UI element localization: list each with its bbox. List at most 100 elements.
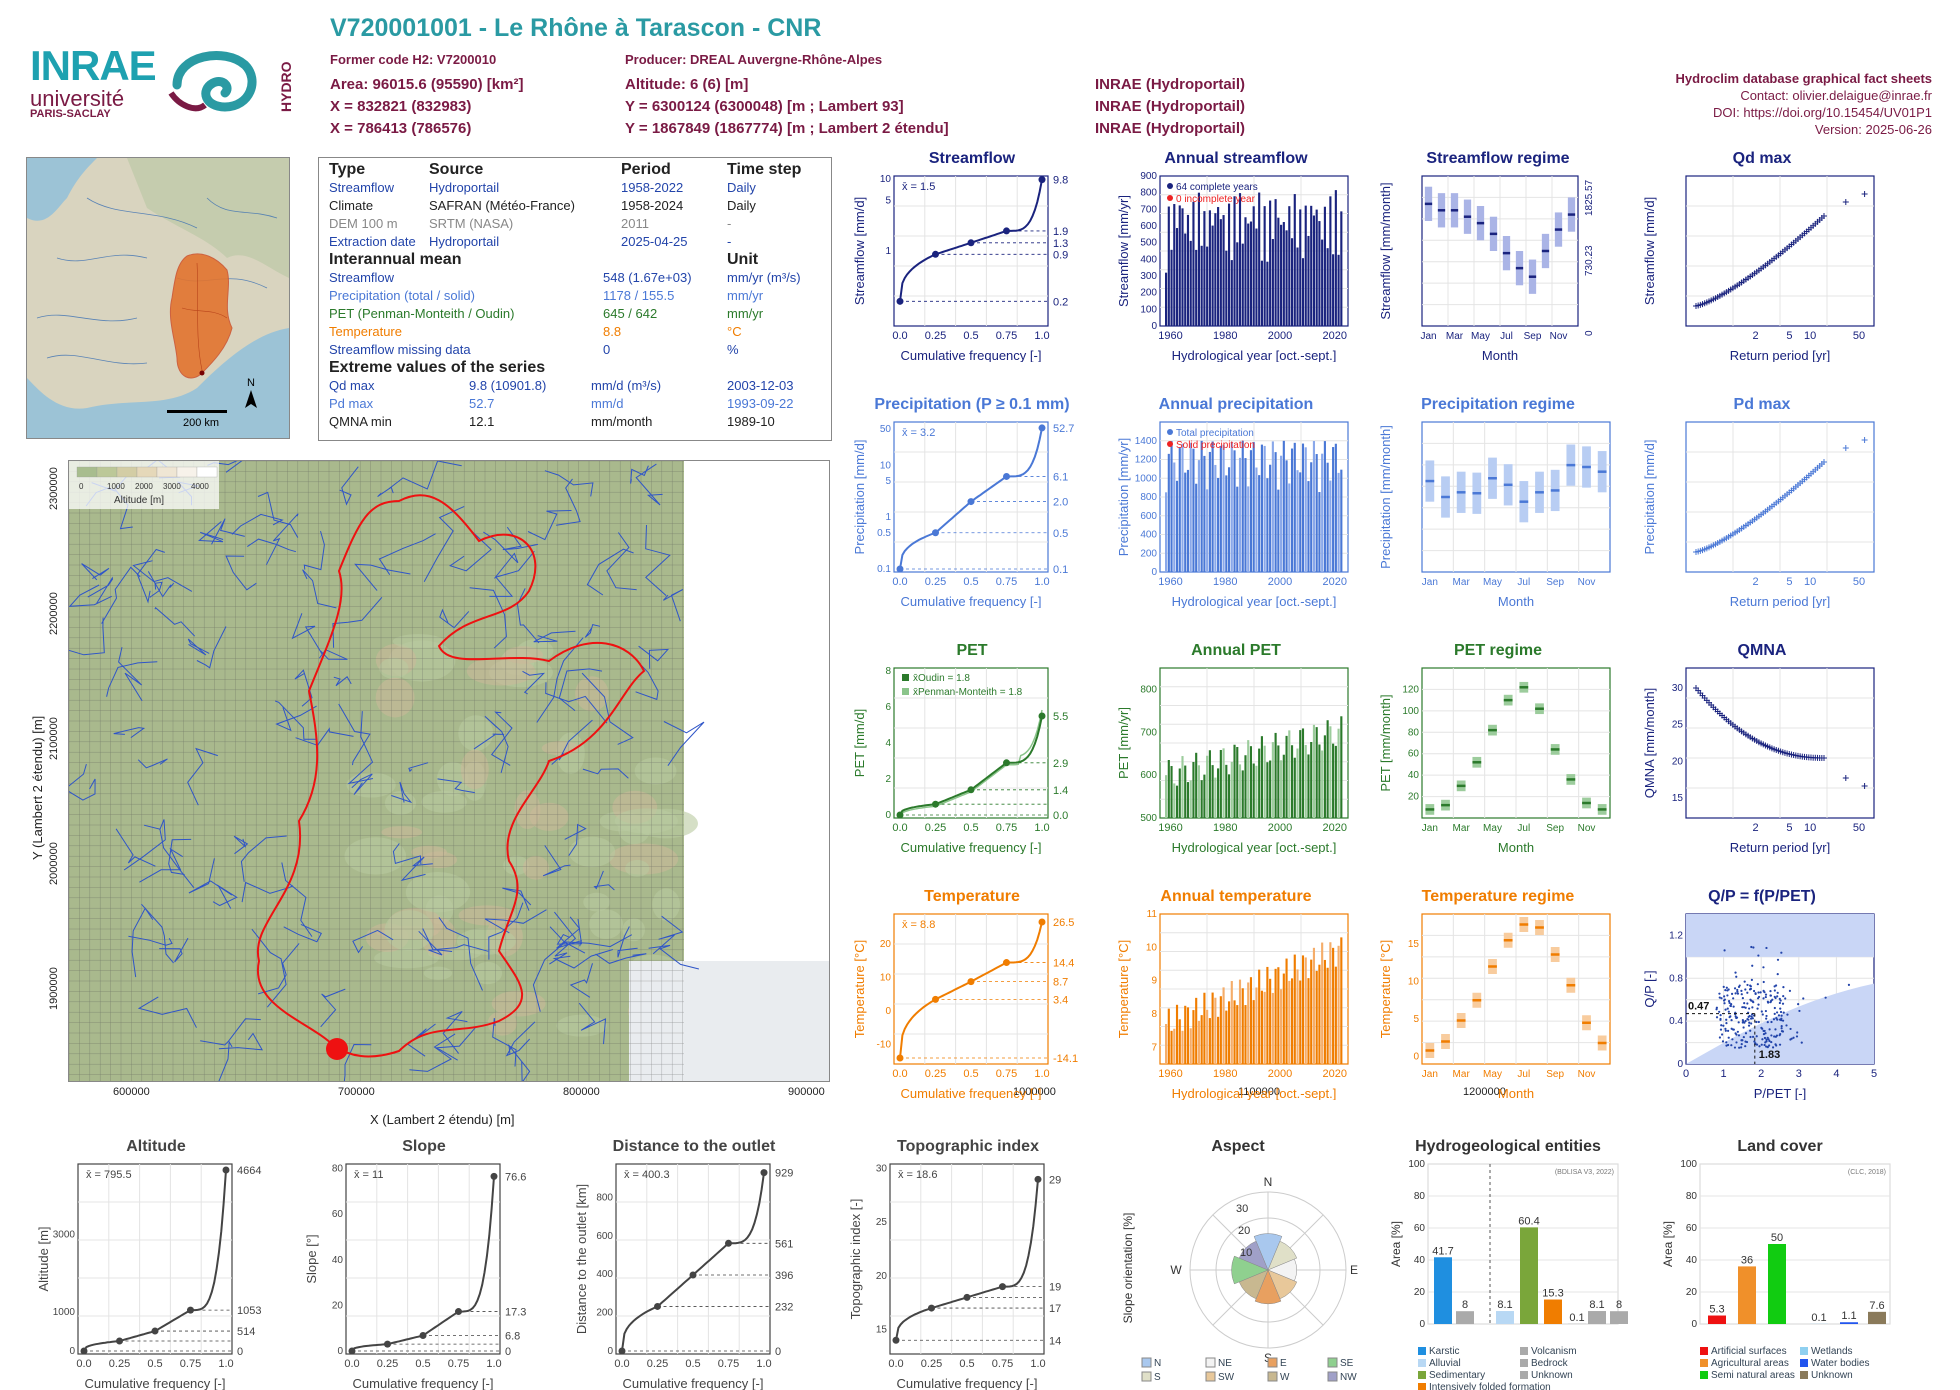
chart-title: Annual streamflow xyxy=(1116,150,1356,168)
legend-label: NW xyxy=(1340,1372,1357,1383)
qp-point xyxy=(1825,997,1827,999)
tick-label: 600 xyxy=(1140,511,1157,522)
annual-bar xyxy=(1264,446,1266,572)
category-bar xyxy=(1840,1322,1858,1324)
tick-label: 800 xyxy=(1140,492,1157,503)
relief-patch xyxy=(625,860,649,877)
qp-upper-band xyxy=(1686,914,1874,957)
annual-bar xyxy=(1335,444,1337,572)
quantile-point xyxy=(897,566,904,573)
chart-title: Annual temperature xyxy=(1116,888,1356,906)
tick-label: 25 xyxy=(1672,720,1684,731)
relief-patch xyxy=(411,846,447,859)
tick-label: 700000 xyxy=(338,1086,375,1098)
quantile-point xyxy=(1003,759,1010,766)
qp-point xyxy=(1740,1046,1742,1048)
bar-value-label: 36 xyxy=(1741,1254,1753,1266)
tick-label: 7 xyxy=(1151,1042,1157,1053)
altitude-legend-swatch xyxy=(77,467,97,477)
qp-point xyxy=(1776,1034,1778,1036)
annual-bar xyxy=(1316,971,1318,1064)
y-axis-label: Streamflow [mm/d] xyxy=(852,197,867,305)
qp-point xyxy=(1748,1024,1750,1026)
tick-label: 5 xyxy=(1871,1068,1877,1080)
compass-label: W xyxy=(1170,1263,1182,1277)
annual-bar xyxy=(1239,458,1241,572)
y-axis-label: Topographic index [-] xyxy=(848,1199,863,1320)
annual-bar xyxy=(1272,993,1274,1064)
qp-point xyxy=(1765,947,1767,949)
legend-swatch xyxy=(1418,1371,1426,1379)
category-bar xyxy=(1610,1311,1628,1324)
annual-bar xyxy=(1231,762,1233,818)
legend-label: x̄Penman-Monteith = 1.8 xyxy=(913,687,1023,698)
tick-label: 60 xyxy=(1414,1223,1426,1234)
inter-val: 548 (1.67e+03) xyxy=(603,270,692,285)
legend-label: Bedrock xyxy=(1531,1358,1569,1369)
annual-bar xyxy=(1302,728,1304,818)
qp-point xyxy=(1775,984,1777,986)
annual-bar xyxy=(1170,250,1172,326)
qp-point xyxy=(1791,1038,1793,1040)
x-axis-label: Month xyxy=(1482,348,1518,362)
map-xlabel: X (Lambert 2 étendu) [m] xyxy=(370,1112,515,1127)
tick-label: 1000 xyxy=(107,482,125,491)
inter-val: 0 xyxy=(603,342,610,357)
quantile-label: 3.4 xyxy=(1053,994,1068,1006)
qp-point xyxy=(1769,990,1771,992)
annual-bar xyxy=(1261,445,1263,572)
qp-point xyxy=(1765,1015,1767,1017)
annual-bar xyxy=(1272,239,1274,326)
annual-bar xyxy=(1332,948,1334,1064)
y-axis-label: Q/P [-] xyxy=(1642,970,1657,1007)
producer: Producer: DREAL Auvergne-Rhône-Alpes xyxy=(625,52,882,67)
annual-bar xyxy=(1310,462,1312,572)
annual-bar xyxy=(1253,1000,1255,1064)
qp-point xyxy=(1724,1009,1726,1011)
qp-point xyxy=(1778,1014,1780,1016)
annual-bar xyxy=(1302,955,1304,1064)
annual-bar xyxy=(1220,996,1222,1064)
annual-bar xyxy=(1165,273,1167,326)
annual-bar xyxy=(1294,443,1296,572)
mean-label: x̄ = 1.5 xyxy=(902,181,935,193)
tick-label: 4 xyxy=(885,738,891,749)
info-type: Extraction date xyxy=(329,234,416,249)
tick-label: 80 xyxy=(1414,1191,1426,1202)
annual-bar xyxy=(1280,225,1282,326)
legend-swatch xyxy=(1418,1359,1426,1367)
annual-bar xyxy=(1261,261,1263,326)
tick-label: 100 xyxy=(1680,1159,1697,1170)
annual-bar xyxy=(1242,441,1244,572)
qp-point xyxy=(1765,1039,1767,1041)
legend-swatch xyxy=(1800,1371,1808,1379)
annual-bar xyxy=(1242,244,1244,326)
qp-point xyxy=(1781,1030,1783,1032)
qp-point xyxy=(1801,1042,1803,1044)
tick-label: 10 xyxy=(880,972,892,983)
annual-bar xyxy=(1266,262,1268,326)
qp-point xyxy=(1727,1008,1729,1010)
quantile-point xyxy=(999,1283,1006,1290)
info-type: DEM 100 m xyxy=(329,216,398,231)
annual-bar xyxy=(1253,764,1255,818)
relief-patch xyxy=(384,910,433,951)
tick-label: 4 xyxy=(1833,1068,1839,1080)
annual-bar xyxy=(1223,445,1225,572)
outlet-marker xyxy=(326,1038,348,1060)
chart-title: Distance to the outlet xyxy=(574,1138,814,1156)
annual-bar xyxy=(1195,753,1197,818)
tick-label: 2 xyxy=(1758,1068,1764,1080)
qp-point xyxy=(1719,1019,1721,1021)
annual-bar xyxy=(1275,452,1277,572)
mean-label: x̄ = 8.8 xyxy=(902,919,935,931)
annual-bar xyxy=(1231,442,1233,572)
tick-label: 2020 xyxy=(1323,822,1347,834)
tick-label: 400 xyxy=(596,1269,613,1280)
annual-bar xyxy=(1173,462,1175,572)
qp-point xyxy=(1738,1034,1740,1036)
qp-point xyxy=(1773,1018,1775,1020)
qp-point xyxy=(1779,998,1781,1000)
